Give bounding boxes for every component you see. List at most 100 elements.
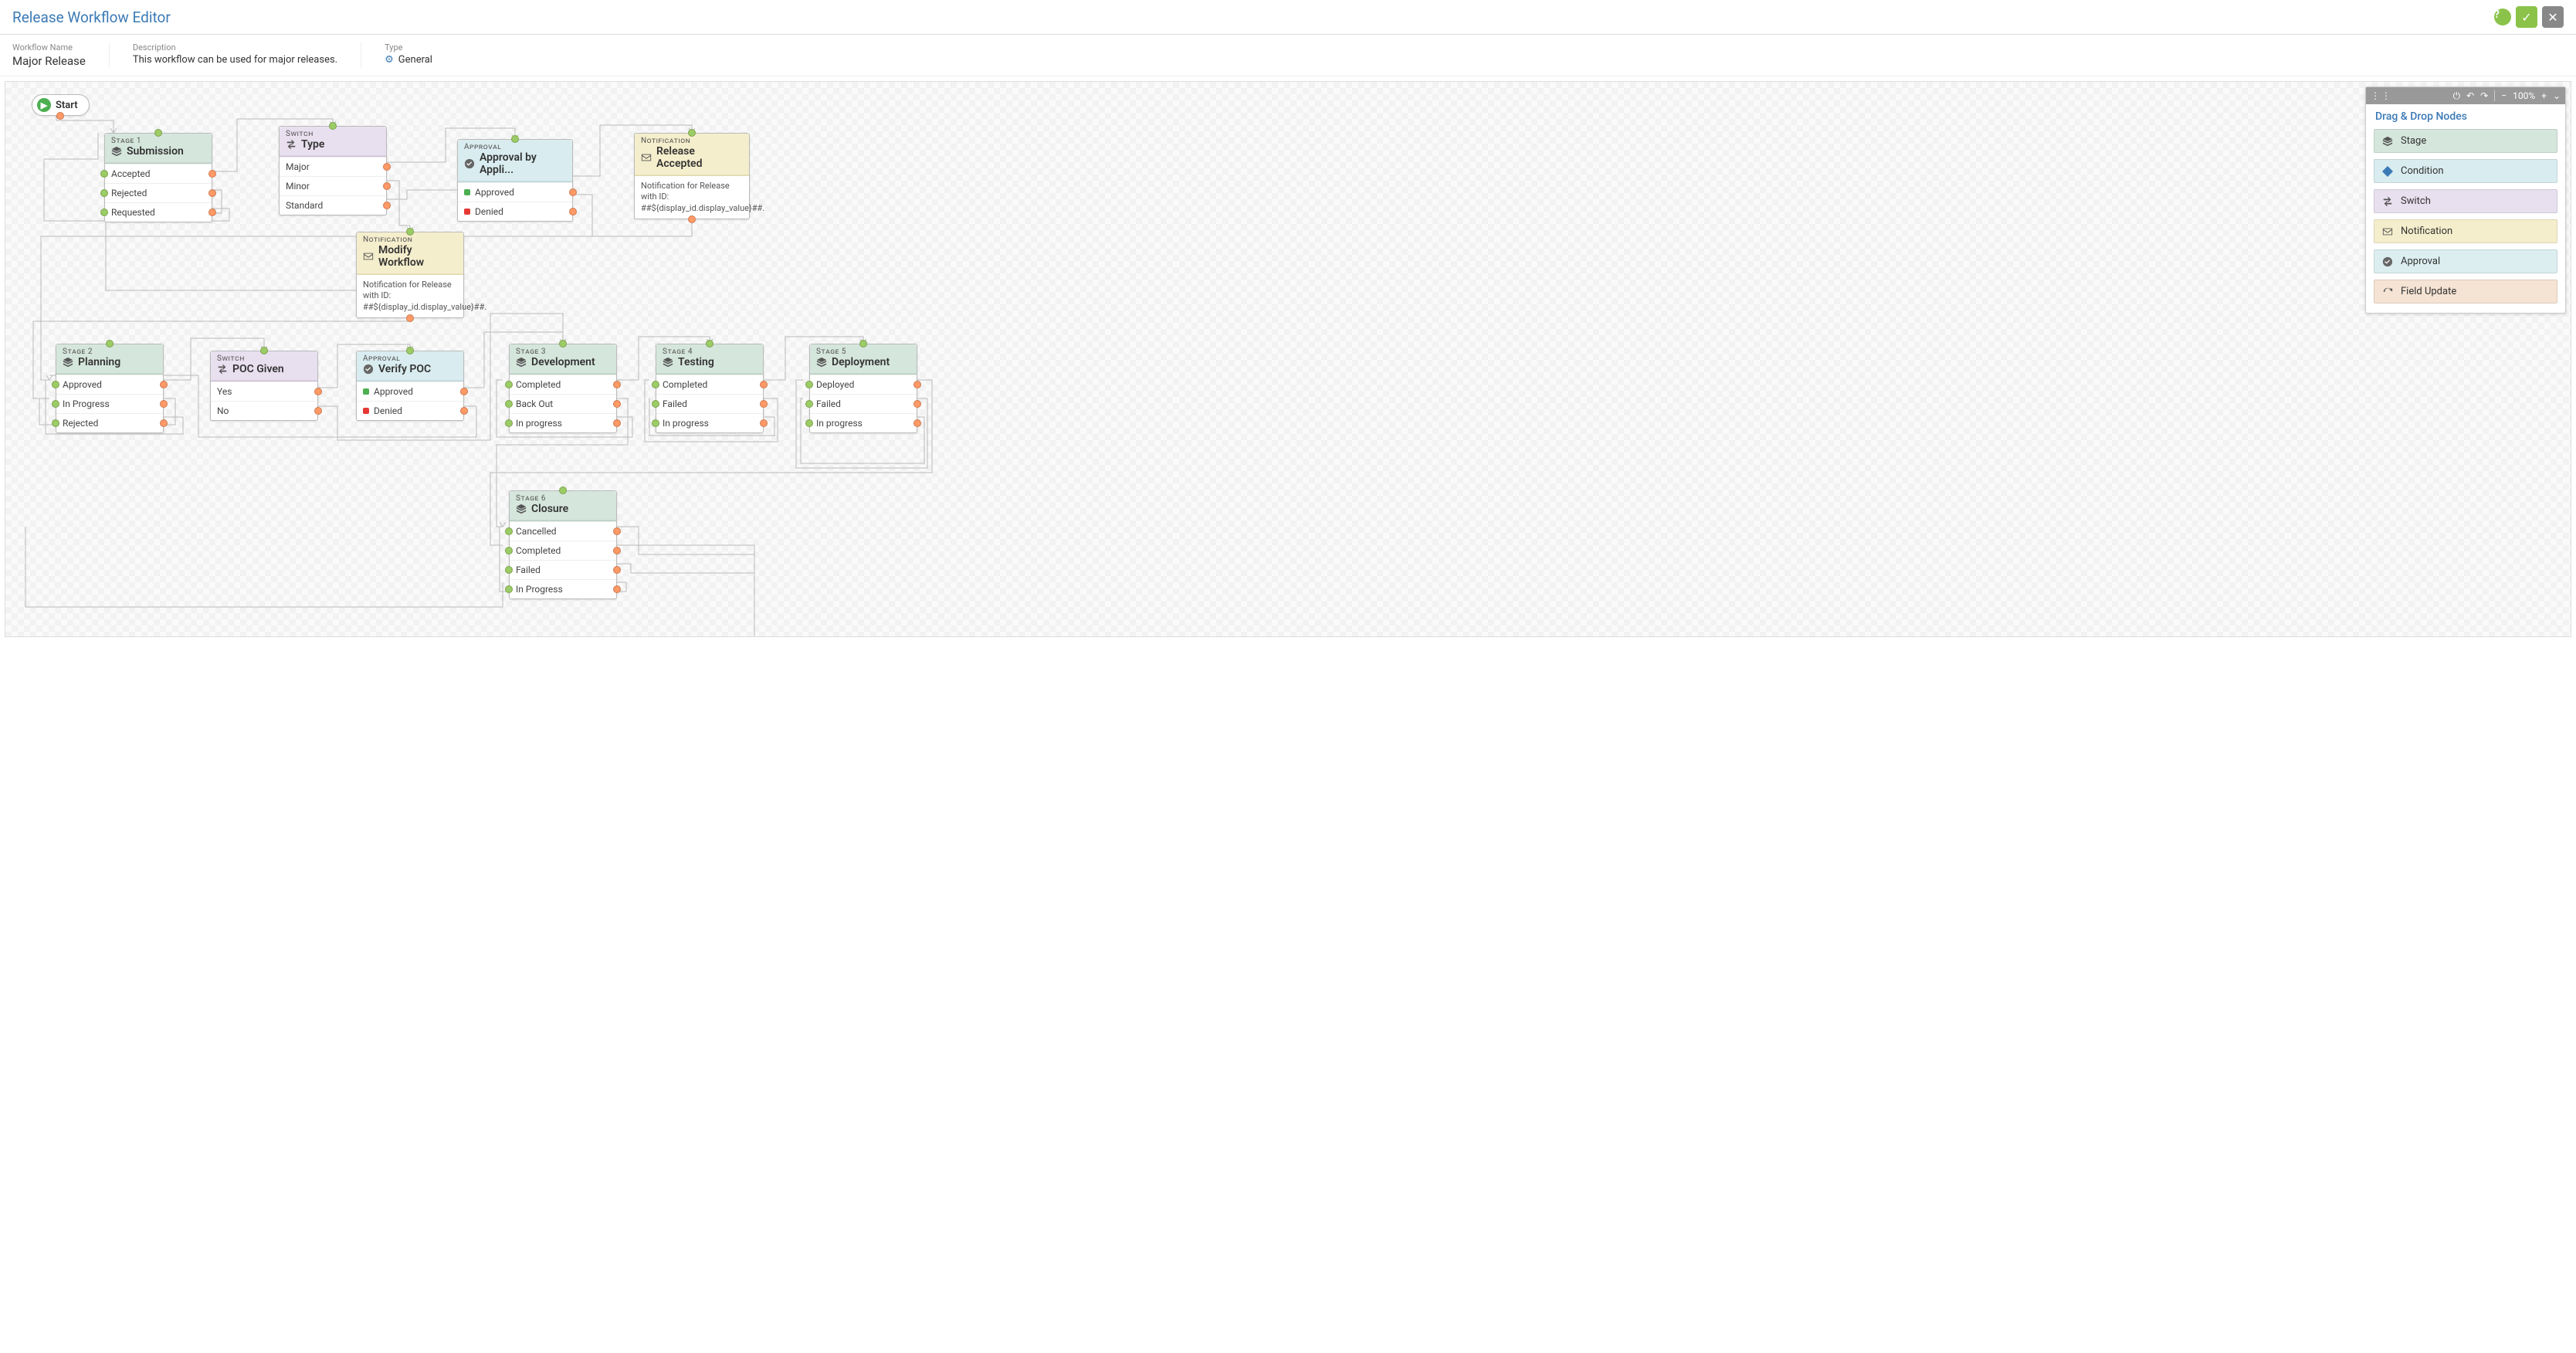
in-port[interactable]	[100, 189, 108, 197]
in-port[interactable]	[805, 419, 813, 427]
out-port[interactable]	[460, 388, 468, 395]
undo-icon[interactable]: ↶	[2466, 90, 2474, 101]
zoom-out-icon[interactable]: −	[2501, 90, 2507, 101]
out-port[interactable]	[569, 208, 577, 215]
node-n7[interactable]: SwitchPOC GivenYesNo	[210, 351, 318, 421]
out-port[interactable]	[383, 163, 391, 171]
out-port[interactable]	[613, 585, 621, 593]
node-row[interactable]: Requested	[105, 202, 212, 222]
in-port[interactable]	[652, 400, 659, 408]
node-row[interactable]: In Progress	[510, 579, 616, 599]
zoom-in-icon[interactable]: +	[2541, 90, 2547, 101]
top-in-port[interactable]	[106, 340, 114, 348]
out-port[interactable]	[208, 170, 216, 178]
node-n6[interactable]: Stage 2PlanningApprovedIn ProgressReject…	[56, 344, 164, 433]
out-port[interactable]	[160, 381, 168, 388]
out-port[interactable]	[314, 388, 322, 395]
node-row[interactable]: Denied	[357, 401, 463, 420]
bottom-out-port[interactable]	[406, 314, 414, 322]
in-port[interactable]	[652, 381, 659, 388]
save-button[interactable]: ✓	[2516, 6, 2537, 28]
in-port[interactable]	[805, 400, 813, 408]
in-port[interactable]	[805, 381, 813, 388]
help-button[interactable]: ?	[2494, 8, 2511, 25]
palette-item-field-update[interactable]: Field Update	[2374, 280, 2557, 303]
grip-icon[interactable]: ⋮⋮	[2371, 90, 2392, 101]
palette-panel[interactable]: ⋮⋮ ⏻ ↶ ↷ − 100% + ⌄ Drag & Drop Nodes St…	[2365, 86, 2566, 314]
in-port[interactable]	[52, 400, 59, 408]
top-in-port[interactable]	[511, 135, 519, 143]
node-row[interactable]: Approved	[56, 375, 163, 394]
node-row[interactable]: Failed	[510, 560, 616, 579]
in-port[interactable]	[100, 170, 108, 178]
palette-item-stage[interactable]: Stage	[2374, 129, 2557, 153]
node-n11[interactable]: Stage 5DeploymentDeployedFailedIn progre…	[809, 344, 917, 433]
top-in-port[interactable]	[406, 347, 414, 354]
node-row[interactable]: Denied	[458, 202, 572, 221]
in-port[interactable]	[100, 209, 108, 216]
node-row[interactable]: Accepted	[105, 164, 212, 183]
node-row[interactable]: Failed	[656, 394, 763, 413]
redo-icon[interactable]: ↷	[2480, 90, 2488, 101]
workflow-canvas[interactable]: ▶ Start ■ End Stage 1SubmissionAcceptedR…	[5, 81, 2571, 637]
out-port[interactable]	[613, 400, 621, 408]
out-port[interactable]	[613, 527, 621, 535]
out-port[interactable]	[613, 566, 621, 574]
out-port[interactable]	[383, 182, 391, 190]
node-row[interactable]: Deployed	[810, 375, 917, 394]
out-port[interactable]	[760, 381, 768, 388]
node-n1[interactable]: Stage 1SubmissionAcceptedRejectedRequest…	[104, 133, 212, 222]
out-port[interactable]	[913, 381, 921, 388]
in-port[interactable]	[652, 419, 659, 427]
node-row[interactable]: Back Out	[510, 394, 616, 413]
top-in-port[interactable]	[154, 129, 162, 137]
node-row[interactable]: Rejected	[105, 183, 212, 202]
in-port[interactable]	[505, 400, 513, 408]
node-n4[interactable]: NotificationRelease AcceptedNotification…	[634, 133, 750, 219]
top-in-port[interactable]	[406, 228, 414, 236]
out-port[interactable]	[383, 202, 391, 209]
node-n5[interactable]: NotificationModify WorkflowNotification …	[356, 232, 464, 318]
node-row[interactable]: No	[211, 401, 317, 420]
node-row[interactable]: In progress	[656, 413, 763, 432]
start-out-port[interactable]	[56, 112, 64, 120]
node-n8[interactable]: ApprovalVerify POCApprovedDenied	[356, 351, 464, 421]
node-row[interactable]: Approved	[357, 381, 463, 401]
out-port[interactable]	[208, 189, 216, 197]
node-row[interactable]: Standard	[280, 195, 386, 215]
collapse-icon[interactable]: ⌄	[2553, 90, 2561, 101]
in-port[interactable]	[505, 419, 513, 427]
in-port[interactable]	[505, 381, 513, 388]
power-icon[interactable]: ⏻	[2453, 90, 2461, 102]
out-port[interactable]	[913, 400, 921, 408]
node-row[interactable]: Rejected	[56, 413, 163, 432]
out-port[interactable]	[760, 419, 768, 427]
node-row[interactable]: In Progress	[56, 394, 163, 413]
node-n2[interactable]: SwitchTypeMajorMinorStandard	[279, 126, 387, 215]
top-in-port[interactable]	[688, 129, 696, 137]
node-row[interactable]: Major	[280, 157, 386, 176]
close-button[interactable]: ✕	[2542, 6, 2564, 28]
out-port[interactable]	[613, 419, 621, 427]
out-port[interactable]	[160, 400, 168, 408]
top-in-port[interactable]	[260, 347, 268, 354]
out-port[interactable]	[314, 407, 322, 415]
out-port[interactable]	[613, 547, 621, 554]
node-row[interactable]: In progress	[810, 413, 917, 432]
palette-item-notification[interactable]: Notification	[2374, 219, 2557, 243]
in-port[interactable]	[505, 527, 513, 535]
in-port[interactable]	[52, 419, 59, 427]
in-port[interactable]	[505, 547, 513, 554]
node-n10[interactable]: Stage 4TestingCompletedFailedIn progress	[656, 344, 764, 433]
out-port[interactable]	[760, 400, 768, 408]
start-node[interactable]: ▶ Start	[32, 94, 90, 116]
node-row[interactable]: Cancelled	[510, 521, 616, 541]
top-in-port[interactable]	[706, 340, 713, 348]
node-n3[interactable]: ApprovalApproval by Appli...ApprovedDeni…	[457, 139, 573, 222]
node-row[interactable]: Yes	[211, 381, 317, 401]
in-port[interactable]	[505, 566, 513, 574]
out-port[interactable]	[460, 407, 468, 415]
palette-item-switch[interactable]: Switch	[2374, 189, 2557, 213]
in-port[interactable]	[505, 585, 513, 593]
out-port[interactable]	[913, 419, 921, 427]
